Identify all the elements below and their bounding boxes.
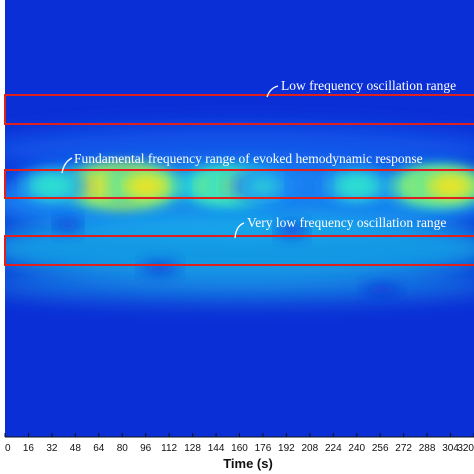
- glow-layer-upper: [5, 125, 474, 175]
- glow-layer-bottom: [5, 267, 474, 303]
- x-tick-label: 272: [395, 443, 412, 454]
- x-tick-label: 208: [302, 443, 319, 454]
- x-tick-label: 240: [348, 443, 365, 454]
- x-tick-label: 224: [325, 443, 342, 454]
- x-tick-label: 96: [140, 443, 152, 454]
- fundamental-frequency-label: Fundamental frequency range of evoked he…: [74, 151, 423, 166]
- dark-spot: [142, 262, 178, 274]
- hotspot-9-layer-2: [432, 174, 469, 198]
- x-tick-label: 64: [93, 443, 105, 454]
- dark-spot: [56, 218, 80, 232]
- x-axis-ticks: 0 16 32 48 64 80 96 112 128 144 160 176 192 208 224 240…: [4, 433, 474, 454]
- low-frequency-box: [4, 94, 474, 125]
- x-tick-label: 128: [184, 443, 201, 454]
- x-tick-label: 112: [161, 443, 177, 454]
- x-axis-label: Time (s): [223, 456, 273, 471]
- x-tick-label: 160: [231, 443, 248, 454]
- dark-spot: [278, 223, 306, 237]
- x-tick-label: 48: [70, 443, 82, 454]
- hotspot-5-layer-2: [36, 175, 68, 197]
- low-frequency-label: Low frequency oscillation range: [281, 78, 456, 93]
- x-tick-label: 144: [208, 443, 225, 454]
- x-tick-label: 80: [117, 443, 129, 454]
- x-tick-label: 320: [457, 443, 474, 454]
- dark-spot: [364, 284, 400, 296]
- very-low-frequency-box: [4, 235, 474, 266]
- x-tick-label: 192: [278, 443, 295, 454]
- fundamental-frequency-box: [4, 169, 474, 199]
- x-tick-label: 176: [255, 443, 272, 454]
- hotspot-7-layer-2: [340, 175, 373, 197]
- x-tick-label: 0: [5, 443, 11, 454]
- low-frequency-arrow: [266, 85, 279, 98]
- x-tick-label: 16: [23, 443, 35, 454]
- x-tick-label: 304: [442, 443, 459, 454]
- hotspot-6-layer-2: [247, 176, 279, 196]
- very-low-frequency-arrow: [234, 222, 245, 239]
- hotspot-1-layer-2: [80, 174, 118, 198]
- x-tick-label: 256: [372, 443, 389, 454]
- heatmap-area: [5, 0, 474, 437]
- fundamental-arrow: [61, 157, 73, 174]
- very-low-frequency-label: Very low frequency oscillation range: [247, 215, 446, 230]
- x-tick-label: 32: [46, 443, 58, 454]
- hotspot-2-layer-2: [127, 174, 164, 198]
- x-tick-label: 288: [419, 443, 436, 454]
